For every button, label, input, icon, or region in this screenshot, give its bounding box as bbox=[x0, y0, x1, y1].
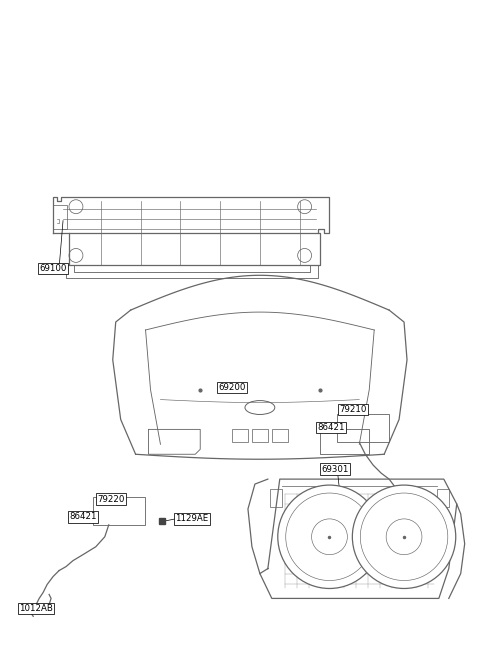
Text: 1012AB: 1012AB bbox=[19, 604, 53, 613]
Text: 69200: 69200 bbox=[218, 383, 245, 392]
Text: 86421: 86421 bbox=[69, 512, 96, 521]
Text: 69301: 69301 bbox=[322, 464, 349, 474]
Text: 86421: 86421 bbox=[318, 423, 345, 432]
Text: 69100: 69100 bbox=[39, 264, 67, 273]
Text: 1129AE: 1129AE bbox=[175, 514, 209, 523]
Text: 79220: 79220 bbox=[97, 495, 124, 504]
Circle shape bbox=[278, 485, 381, 588]
Text: 79210: 79210 bbox=[339, 405, 367, 414]
Circle shape bbox=[352, 485, 456, 588]
